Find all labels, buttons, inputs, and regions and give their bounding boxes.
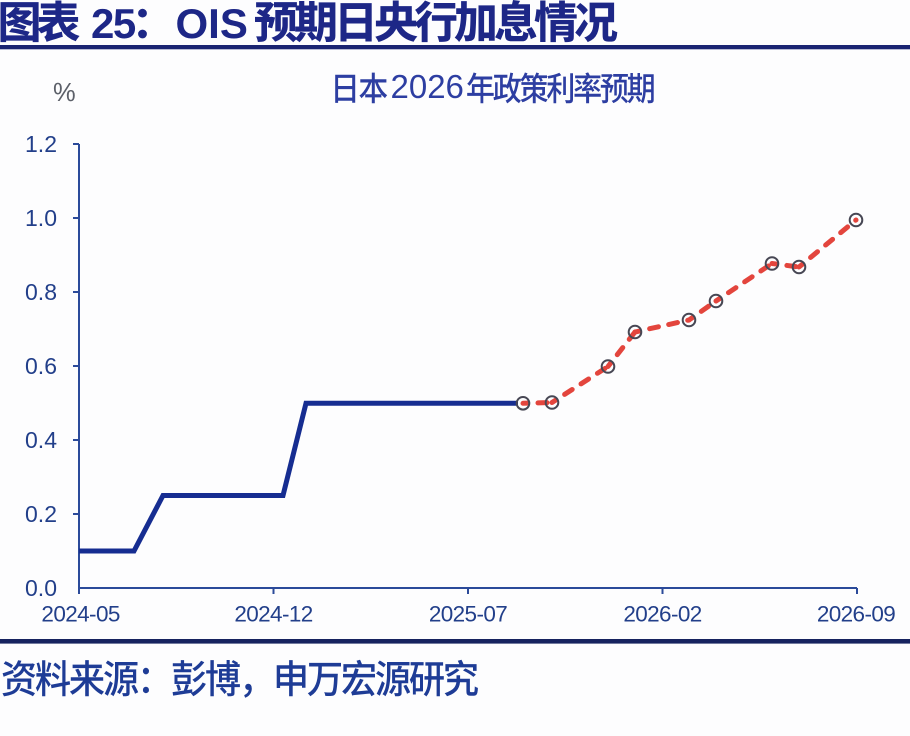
svg-text:0.2: 0.2 xyxy=(25,501,57,527)
svg-text:0.0: 0.0 xyxy=(25,575,57,601)
svg-text:2025-07: 2025-07 xyxy=(429,602,507,627)
svg-text:2024-12: 2024-12 xyxy=(234,602,312,627)
svg-text:0.4: 0.4 xyxy=(25,427,57,453)
svg-text:2026-09: 2026-09 xyxy=(817,602,895,627)
svg-text:%: % xyxy=(53,79,76,107)
svg-text:25: 25 xyxy=(91,0,136,47)
svg-text:2026-02: 2026-02 xyxy=(623,602,701,627)
svg-text:1.2: 1.2 xyxy=(25,131,57,157)
svg-text:2024-05: 2024-05 xyxy=(41,602,119,627)
svg-text:OIS: OIS xyxy=(176,0,248,47)
svg-text:1.0: 1.0 xyxy=(25,205,57,231)
svg-text:0.6: 0.6 xyxy=(25,353,57,379)
svg-text:2026: 2026 xyxy=(391,68,464,105)
svg-text:0.8: 0.8 xyxy=(25,279,57,305)
